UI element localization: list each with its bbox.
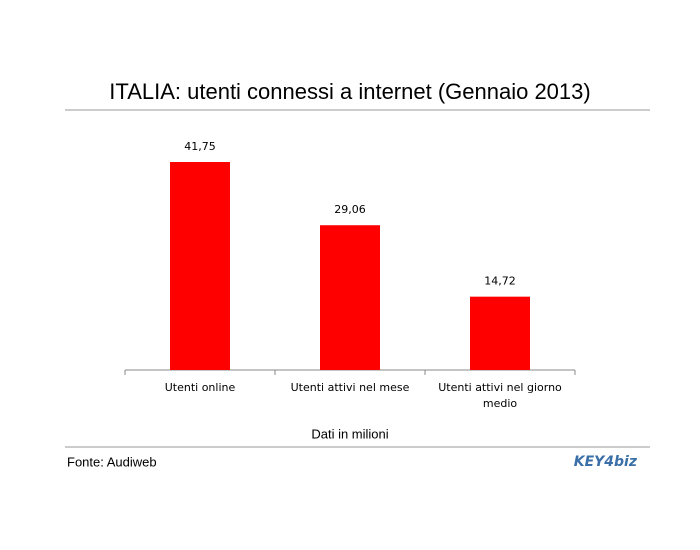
bar: [470, 296, 530, 370]
x-tick-label: Utenti online: [165, 381, 236, 394]
value-label: 29,06: [334, 203, 366, 216]
value-label: 14,72: [484, 275, 516, 288]
bar: [320, 225, 380, 370]
x-axis-label: Dati in milioni: [311, 426, 388, 441]
chart-title: ITALIA: utenti connessi a internet (Genn…: [109, 79, 590, 104]
source: Fonte: Audiweb: [67, 454, 157, 469]
x-tick-label: Utenti attivi nel giorno medio: [438, 381, 562, 410]
bar: [170, 162, 230, 370]
value-label: 41,75: [184, 140, 216, 153]
logo: KEY4biz: [574, 454, 638, 470]
x-tick-label: Utenti attivi nel mese: [291, 381, 410, 394]
